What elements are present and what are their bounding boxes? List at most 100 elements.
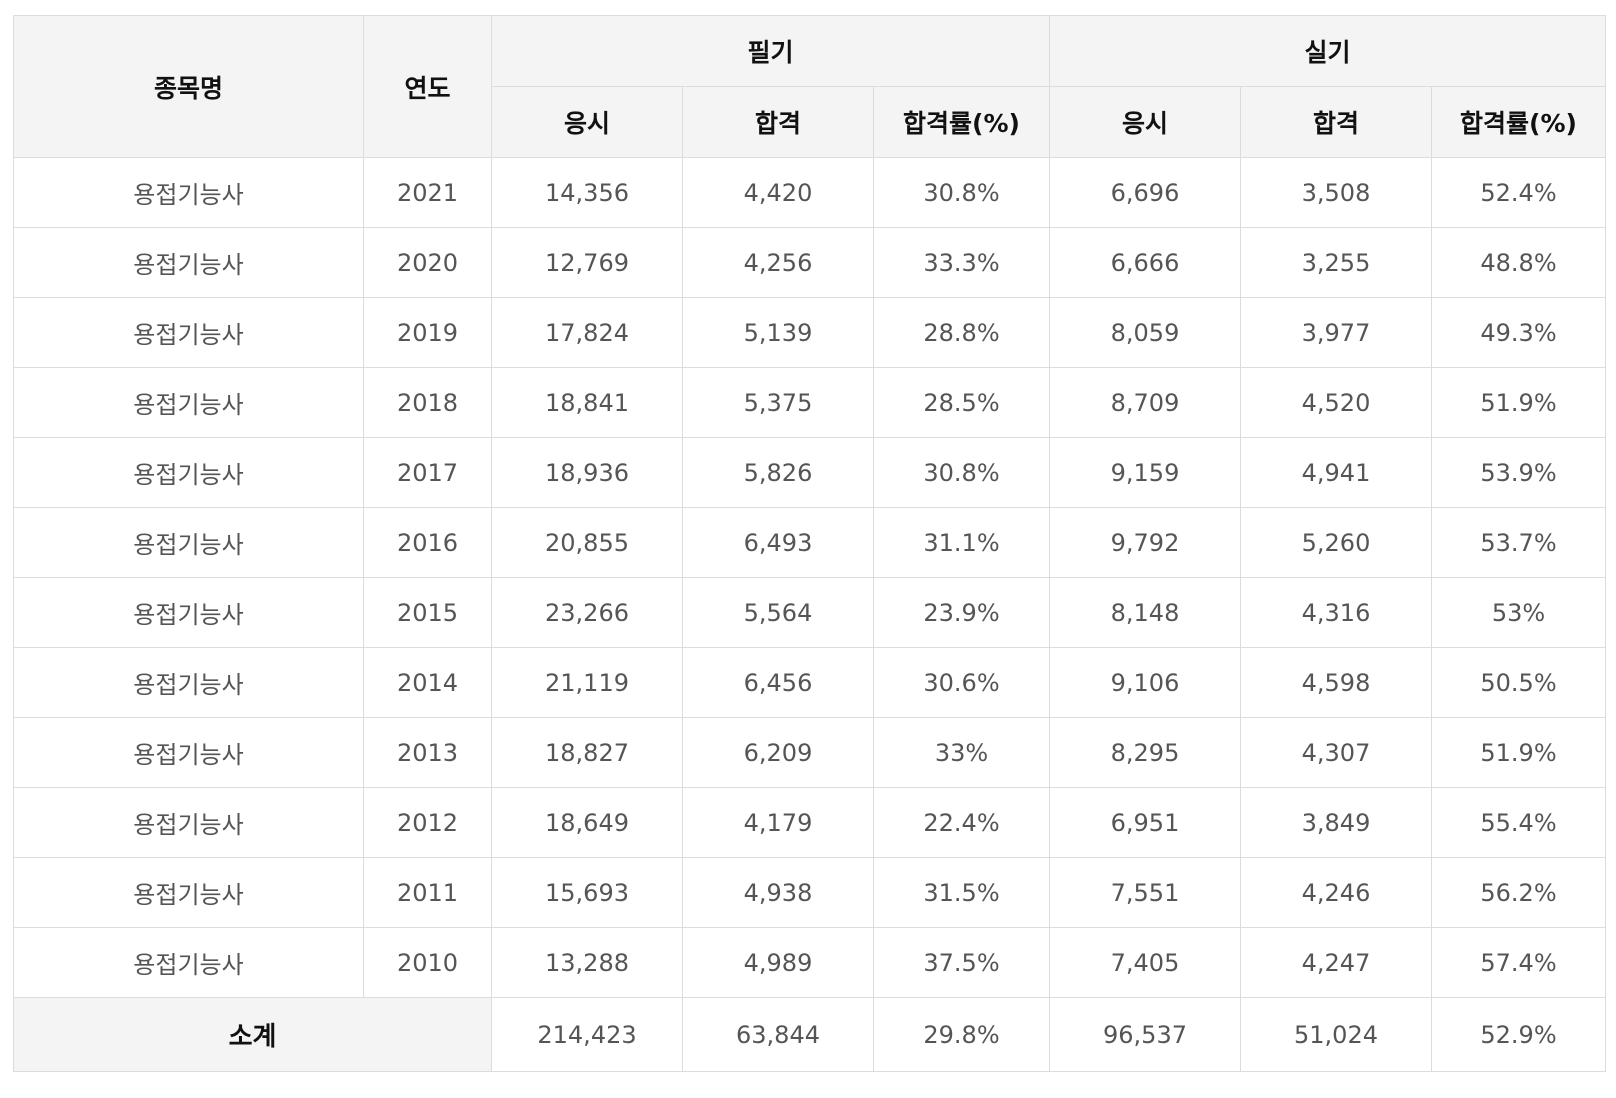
cell-practical-pass: 3,508: [1240, 157, 1432, 228]
cell-practical-pass: 4,941: [1240, 437, 1432, 508]
total-practical-rate: 52.9%: [1431, 997, 1606, 1072]
table-row: 용접기능사 2017 18,936 5,826 30.8% 9,159 4,941 53.9%: [13, 437, 1606, 508]
cell-practical-apply: 7,551: [1049, 857, 1241, 928]
cell-practical-apply: 9,792: [1049, 507, 1241, 578]
cell-written-pass: 5,375: [682, 367, 874, 438]
cell-practical-rate: 48.8%: [1431, 227, 1606, 298]
cell-written-rate: 23.9%: [873, 577, 1050, 648]
header-practical-rate: 합격률(%): [1431, 86, 1606, 158]
cell-written-pass: 6,493: [682, 507, 874, 578]
cell-written-pass: 4,938: [682, 857, 874, 928]
cell-practical-apply: 9,106: [1049, 647, 1241, 718]
cell-name: 용접기능사: [13, 787, 364, 858]
total-written-rate: 29.8%: [873, 997, 1050, 1072]
cell-written-rate: 28.8%: [873, 297, 1050, 368]
table-header: 종목명 연도 필기 실기 응시 합격 합격률(%) 응시 합격 합격률(%): [13, 15, 1606, 158]
cell-written-apply: 18,936: [491, 437, 683, 508]
cell-practical-rate: 53%: [1431, 577, 1606, 648]
cell-practical-apply: 6,666: [1049, 227, 1241, 298]
cell-practical-rate: 55.4%: [1431, 787, 1606, 858]
cell-practical-rate: 57.4%: [1431, 927, 1606, 998]
cell-practical-apply: 8,059: [1049, 297, 1241, 368]
cell-name: 용접기능사: [13, 297, 364, 368]
pass-rate-table: 종목명 연도 필기 실기 응시 합격 합격률(%) 응시 합격 합격률(%) 용…: [13, 15, 1606, 1072]
cell-practical-pass: 4,598: [1240, 647, 1432, 718]
table-row: 용접기능사 2018 18,841 5,375 28.5% 8,709 4,520 51.9%: [13, 367, 1606, 438]
cell-year: 2020: [363, 227, 492, 298]
cell-year: 2011: [363, 857, 492, 928]
header-written: 필기: [491, 15, 1050, 87]
cell-practical-apply: 8,148: [1049, 577, 1241, 648]
cell-written-pass: 5,139: [682, 297, 874, 368]
table-row: 용접기능사 2016 20,855 6,493 31.1% 9,792 5,260 53.7%: [13, 507, 1606, 578]
header-written-pass: 합격: [682, 86, 874, 158]
header-practical-pass: 합격: [1240, 86, 1432, 158]
cell-practical-rate: 50.5%: [1431, 647, 1606, 718]
total-label: 소계: [13, 997, 492, 1072]
cell-written-pass: 5,826: [682, 437, 874, 508]
cell-written-apply: 17,824: [491, 297, 683, 368]
cell-written-pass: 6,456: [682, 647, 874, 718]
header-year: 연도: [363, 15, 492, 158]
table-row: 용접기능사 2019 17,824 5,139 28.8% 8,059 3,977 49.3%: [13, 297, 1606, 368]
cell-written-rate: 28.5%: [873, 367, 1050, 438]
cell-practical-rate: 53.9%: [1431, 437, 1606, 508]
cell-practical-pass: 5,260: [1240, 507, 1432, 578]
cell-practical-apply: 9,159: [1049, 437, 1241, 508]
cell-written-rate: 33.3%: [873, 227, 1050, 298]
cell-written-apply: 18,841: [491, 367, 683, 438]
cell-written-rate: 30.8%: [873, 437, 1050, 508]
cell-year: 2018: [363, 367, 492, 438]
cell-year: 2012: [363, 787, 492, 858]
cell-written-apply: 15,693: [491, 857, 683, 928]
cell-name: 용접기능사: [13, 647, 364, 718]
cell-name: 용접기능사: [13, 577, 364, 648]
table-row: 용접기능사 2011 15,693 4,938 31.5% 7,551 4,246 56.2%: [13, 857, 1606, 928]
header-name: 종목명: [13, 15, 364, 158]
cell-year: 2016: [363, 507, 492, 578]
total-written-apply: 214,423: [491, 997, 683, 1072]
total-practical-pass: 51,024: [1240, 997, 1432, 1072]
table-row: 용접기능사 2014 21,119 6,456 30.6% 9,106 4,598 50.5%: [13, 647, 1606, 718]
cell-practical-apply: 8,709: [1049, 367, 1241, 438]
cell-practical-pass: 4,246: [1240, 857, 1432, 928]
table-row: 용접기능사 2013 18,827 6,209 33% 8,295 4,307 51.9%: [13, 717, 1606, 788]
total-practical-apply: 96,537: [1049, 997, 1241, 1072]
cell-practical-rate: 51.9%: [1431, 367, 1606, 438]
cell-name: 용접기능사: [13, 227, 364, 298]
header-written-rate: 합격률(%): [873, 86, 1050, 158]
cell-practical-rate: 53.7%: [1431, 507, 1606, 578]
cell-year: 2013: [363, 717, 492, 788]
cell-written-pass: 6,209: [682, 717, 874, 788]
cell-written-apply: 21,119: [491, 647, 683, 718]
cell-written-rate: 31.1%: [873, 507, 1050, 578]
table-body: 용접기능사 2021 14,356 4,420 30.8% 6,696 3,508 52.4%…: [13, 157, 1606, 998]
cell-practical-pass: 4,520: [1240, 367, 1432, 438]
cell-name: 용접기능사: [13, 367, 364, 438]
cell-practical-apply: 6,951: [1049, 787, 1241, 858]
cell-year: 2021: [363, 157, 492, 228]
cell-written-pass: 4,256: [682, 227, 874, 298]
cell-practical-rate: 52.4%: [1431, 157, 1606, 228]
cell-practical-apply: 7,405: [1049, 927, 1241, 998]
cell-written-rate: 33%: [873, 717, 1050, 788]
cell-year: 2017: [363, 437, 492, 508]
cell-written-apply: 20,855: [491, 507, 683, 578]
cell-practical-pass: 3,255: [1240, 227, 1432, 298]
cell-practical-pass: 4,307: [1240, 717, 1432, 788]
cell-name: 용접기능사: [13, 927, 364, 998]
table-row: 용접기능사 2015 23,266 5,564 23.9% 8,148 4,316 53%: [13, 577, 1606, 648]
header-practical-apply: 응시: [1049, 86, 1241, 158]
cell-year: 2014: [363, 647, 492, 718]
table-row: 용접기능사 2012 18,649 4,179 22.4% 6,951 3,849 55.4%: [13, 787, 1606, 858]
cell-name: 용접기능사: [13, 437, 364, 508]
table-row: 용접기능사 2010 13,288 4,989 37.5% 7,405 4,247 57.4%: [13, 927, 1606, 998]
cell-practical-pass: 3,849: [1240, 787, 1432, 858]
cell-practical-pass: 3,977: [1240, 297, 1432, 368]
cell-written-rate: 37.5%: [873, 927, 1050, 998]
cell-written-apply: 18,649: [491, 787, 683, 858]
cell-practical-pass: 4,316: [1240, 577, 1432, 648]
cell-name: 용접기능사: [13, 857, 364, 928]
header-practical: 실기: [1049, 15, 1606, 87]
cell-written-rate: 22.4%: [873, 787, 1050, 858]
